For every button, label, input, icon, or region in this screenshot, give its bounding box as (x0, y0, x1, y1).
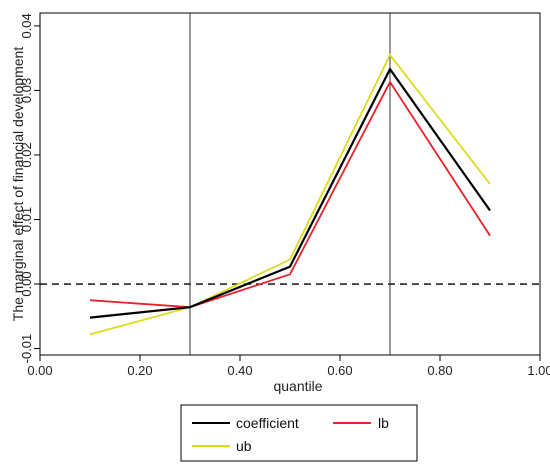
x-tick-label: 0.40 (227, 363, 252, 378)
y-axis: -0.01 0.00 0.01 0.02 0.03 0.04 (19, 13, 40, 363)
legend-label-coefficient: coefficient (236, 415, 299, 431)
y-tick-label: 0.01 (19, 207, 34, 232)
x-axis-title: quantile (273, 378, 322, 394)
series-line-coefficient (89, 66, 491, 319)
legend-box (180, 404, 418, 462)
x-tick-label: 0.60 (327, 363, 352, 378)
legend-label-lb: lb (378, 415, 389, 431)
legend-label-ub: ub (236, 438, 252, 454)
y-tick-label: 0.02 (19, 142, 34, 167)
x-tick-label: 0.20 (127, 363, 152, 378)
series-line-lb (89, 80, 491, 309)
legend: coefficient lb ub (180, 404, 418, 462)
series-lines (89, 53, 491, 336)
y-tick-label: -0.01 (19, 334, 34, 364)
x-tick-label: 0.80 (427, 363, 452, 378)
x-tick-label: 1.00 (527, 363, 550, 378)
y-tick-label: 0.04 (19, 13, 34, 38)
y-tick-label: 0.03 (19, 78, 34, 103)
reference-lines (40, 13, 540, 355)
x-tick-label: 0.00 (27, 363, 52, 378)
y-axis-title: The marginal effect of financial develop… (10, 47, 26, 322)
y-tick-label: 0.00 (19, 271, 34, 296)
x-axis: 0.00 0.20 0.40 0.60 0.80 1.00 (27, 355, 550, 378)
plot-frame (39, 12, 541, 356)
series-line-ub (89, 53, 491, 336)
